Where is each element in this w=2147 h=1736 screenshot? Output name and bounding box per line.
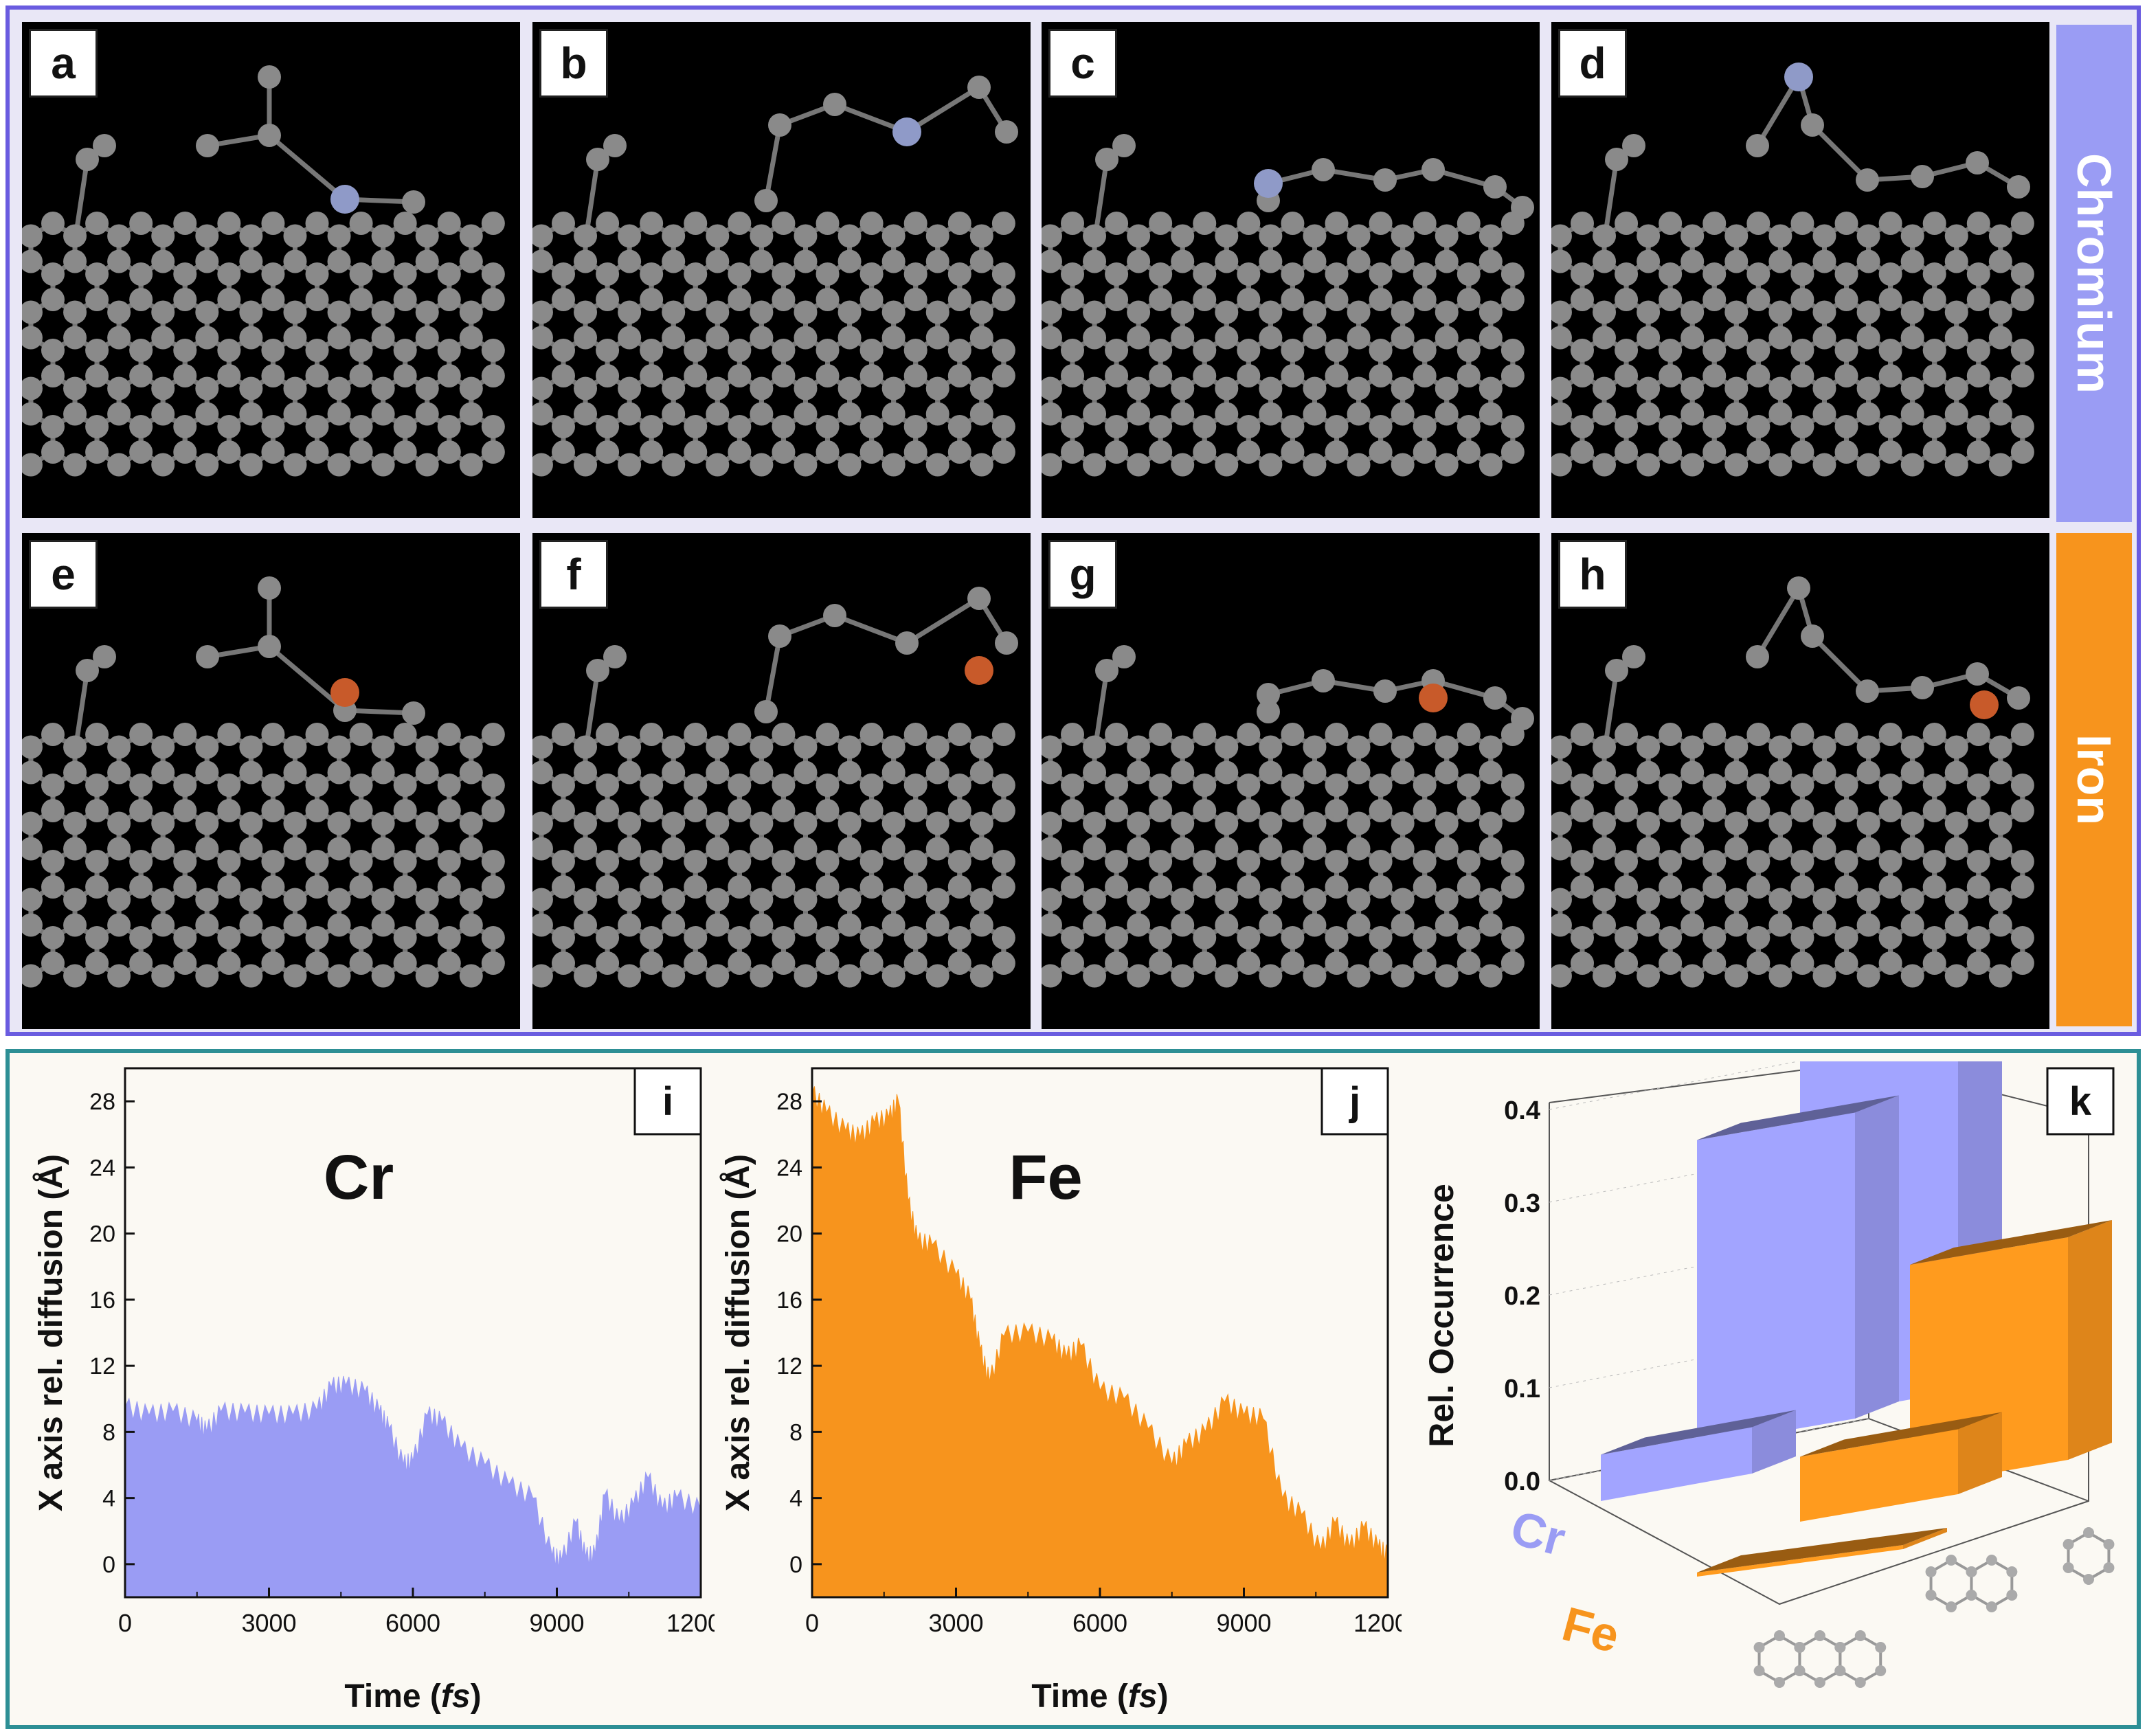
metal-atom [1254,169,1283,198]
panel-label-box [1320,1067,1389,1136]
y-tick-label: 24 [89,1155,115,1181]
bar-cr-three-ring [1601,1410,1796,1501]
y-tick-label: 0 [102,1552,115,1578]
z-tick-label: 0.0 [1504,1467,1540,1496]
x-axis-label: Time (fs) [1031,1678,1168,1715]
x-tick-label: 6000 [1072,1609,1127,1637]
y-tick-label: 4 [789,1486,802,1512]
y-tick-label: 16 [89,1287,115,1314]
x-tick-label: 0 [805,1609,819,1637]
row-label-chromium: Chromium [2056,25,2132,522]
metal-atom [330,185,359,214]
metal-atom [892,117,921,146]
row-label-iron-text: Iron [2067,734,2121,826]
y-tick-label: 28 [776,1089,802,1115]
structure-panel-e: e [19,533,520,1029]
metal-atom [1970,690,1999,719]
y-tick-label: 20 [89,1221,115,1248]
series-area [811,1086,1389,1598]
plot-k-svg: 0.0 0.1 0.2 0.3 0.4 Rel. Occurrence Cr Fe k [1422,1003,2115,1688]
z-axis-label: Rel. Occurrence [1422,1184,1461,1447]
structure-panel-g: g [1038,533,1540,1029]
panel-label-a: a [29,29,98,98]
plot-k: 0.0 0.1 0.2 0.3 0.4 Rel. Occurrence Cr Fe k [1395,1003,2137,1724]
y-tick-label: 20 [776,1221,802,1248]
x-tick-label: 0 [118,1609,132,1637]
plot-title: Fe [1009,1142,1082,1213]
category-icon-three-ring [1753,1630,1887,1688]
z-tick-label: 0.1 [1504,1375,1540,1404]
category-icon-two-ring [1925,1555,2018,1612]
panel-label-f: f [539,540,608,609]
bar-fe-three-ring [1697,1528,1947,1577]
panel-label-g: g [1048,540,1117,609]
series-label: Fe [1557,1597,1625,1662]
panel-label-box [633,1067,702,1136]
z-tick-label: 0.2 [1504,1282,1540,1311]
y-tick-label: 28 [89,1089,115,1115]
structure-panel-h: h [1548,533,2049,1029]
panel-label: i [662,1079,673,1124]
plot-j: 0300060009000120000481216202428Time (fs)… [708,1061,1422,1724]
plot-title: Cr [324,1142,394,1213]
panel-label-c: c [1048,29,1117,98]
z-tick-label: 0.3 [1504,1189,1540,1218]
metal-atom [1784,63,1813,91]
plot-i-svg: 0300060009000120000481216202428Time (fs)… [32,1067,735,1715]
structure-panel-d: d [1548,22,2049,518]
metal-atom [1419,684,1448,712]
plot-j-svg: 0300060009000120000481216202428Time (fs)… [719,1067,1422,1715]
y-tick-label: 0 [789,1552,802,1578]
y-tick-label: 16 [776,1287,802,1314]
row-label-iron: Iron [2056,533,2132,1026]
metal-atom [330,678,359,707]
y-tick-label: 24 [776,1155,802,1181]
z-tick-label: 0.4 [1504,1096,1540,1125]
panel-label-e: e [29,540,98,609]
structure-panel-c: c [1038,22,1540,518]
category-icon-one-ring [2062,1527,2115,1585]
y-axis-label: X axis rel. diffusion (Å) [32,1154,69,1511]
graphene-lattice [1548,576,2034,988]
panel-label-h: h [1558,540,1627,609]
panel-label: k [2069,1079,2092,1124]
graphene-lattice [19,65,505,477]
graphene-lattice [1038,645,1534,988]
graphene-lattice [529,76,1018,477]
x-tick-label: 6000 [385,1609,440,1637]
y-tick-label: 12 [776,1353,802,1379]
y-tick-label: 12 [89,1353,115,1379]
bar-fe-two-ring [1800,1412,2002,1522]
panel-label: j [1349,1079,1360,1124]
graphene-lattice [529,587,1018,988]
x-tick-label: 9000 [1216,1609,1271,1637]
y-tick-label: 8 [789,1419,802,1445]
x-tick-label: 3000 [241,1609,296,1637]
y-tick-label: 8 [102,1419,115,1445]
row-label-chromium-text: Chromium [2067,153,2121,394]
plot-i: 0300060009000120000481216202428Time (fs)… [21,1061,735,1724]
structure-panel-a: a [19,22,520,518]
series-label: Cr [1505,1500,1571,1566]
y-axis-label: X axis rel. diffusion (Å) [719,1154,756,1511]
graphene-lattice [1038,134,1534,477]
bar-cr-two-ring [1697,1095,1899,1446]
graphene-lattice [19,576,505,988]
series-area [124,1375,701,1598]
panel-label-b: b [539,29,608,98]
metal-atom [965,656,993,685]
y-tick-label: 4 [102,1486,115,1512]
graphene-lattice [1548,63,2034,477]
x-tick-label: 3000 [928,1609,983,1637]
structure-panel-f: f [529,533,1031,1029]
x-axis-label: Time (fs) [344,1678,481,1715]
structure-panel-b: b [529,22,1031,518]
panel-label-box [2046,1067,2115,1136]
panel-label-d: d [1558,29,1627,98]
x-tick-label: 9000 [529,1609,584,1637]
